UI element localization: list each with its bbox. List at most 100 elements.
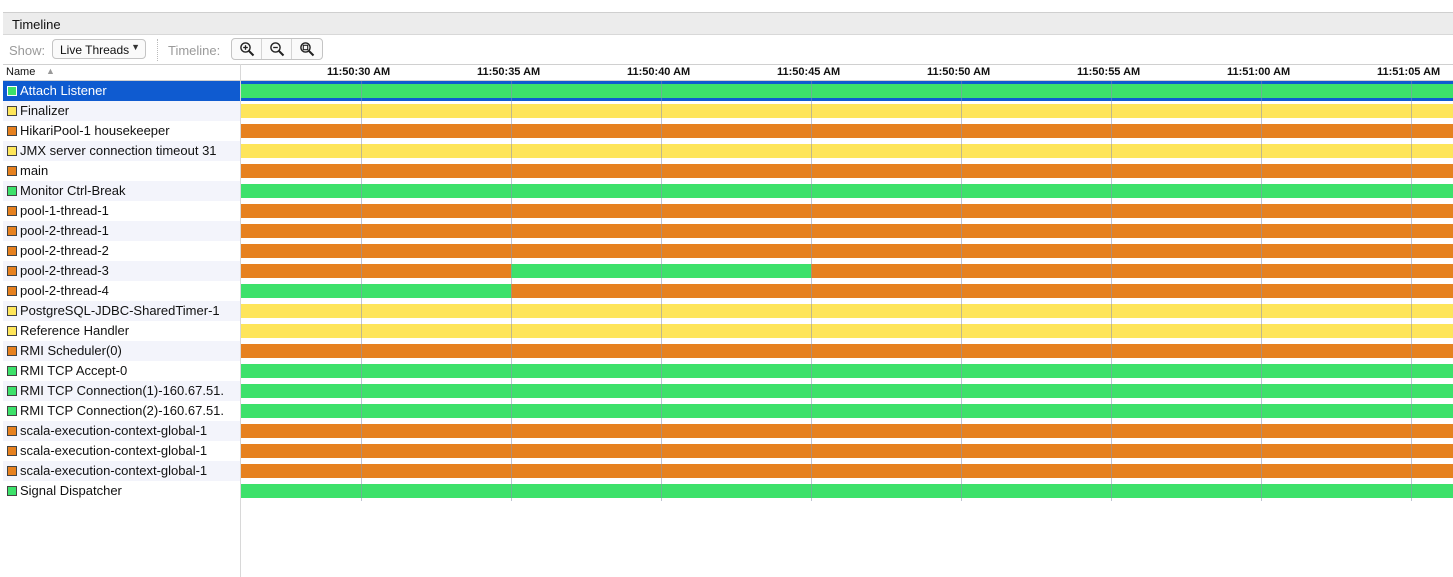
thread-name: pool-2-thread-1 xyxy=(20,223,109,238)
thread-name-cell[interactable]: PostgreSQL-JDBC-SharedTimer-1 xyxy=(3,301,240,321)
time-tick-label: 11:50:45 AM xyxy=(777,66,841,78)
thread-row[interactable]: HikariPool-1 housekeeper xyxy=(3,121,1453,141)
thread-row[interactable]: pool-2-thread-1 xyxy=(3,221,1453,241)
zoom-in-icon xyxy=(239,42,254,57)
time-tick-label: 11:51:00 AM xyxy=(1227,66,1291,78)
thread-state-swatch xyxy=(7,226,17,236)
thread-state-bar xyxy=(241,444,1453,458)
thread-state-bar xyxy=(241,424,1453,438)
thread-name: pool-2-thread-3 xyxy=(20,263,109,278)
column-divider[interactable] xyxy=(240,64,241,577)
table-header: Name ▲ 11:50:30 AM 11:50:35 AM 11:50:40 AM… xyxy=(3,64,1453,81)
thread-row[interactable]: JMX server connection timeout 31 xyxy=(3,141,1453,161)
thread-state-swatch xyxy=(7,286,17,296)
thread-name-cell[interactable]: pool-2-thread-2 xyxy=(3,241,240,261)
zoom-fit-button[interactable] xyxy=(292,39,322,59)
show-threads-dropdown[interactable]: Live Threads ▼ xyxy=(52,39,146,59)
thread-state-bar xyxy=(241,144,1453,158)
thread-row[interactable]: scala-execution-context-global-1 xyxy=(3,421,1453,441)
thread-name-cell[interactable]: Monitor Ctrl-Break xyxy=(3,181,240,201)
thread-name-cell[interactable]: JMX server connection timeout 31 xyxy=(3,141,240,161)
thread-name: main xyxy=(20,163,49,178)
thread-row[interactable]: Attach Listener xyxy=(3,81,1453,101)
thread-state-bar xyxy=(241,244,1453,258)
thread-timeline xyxy=(241,161,1453,181)
name-column-header[interactable]: Name ▲ xyxy=(3,65,241,80)
thread-name: RMI Scheduler(0) xyxy=(20,343,122,358)
thread-name: Reference Handler xyxy=(20,323,130,338)
thread-timeline xyxy=(241,321,1453,341)
zoom-in-button[interactable] xyxy=(232,39,262,59)
thread-state-swatch xyxy=(7,146,17,156)
toolbar: Show: Live Threads ▼ Timeline: xyxy=(3,36,1453,64)
thread-state-swatch xyxy=(7,206,17,216)
thread-state-swatch xyxy=(7,366,17,376)
thread-row[interactable]: pool-2-thread-3 xyxy=(3,261,1453,281)
thread-state-bar xyxy=(241,104,1453,118)
thread-state-bar xyxy=(241,124,1453,138)
thread-state-swatch xyxy=(7,326,17,336)
thread-name-cell[interactable]: main xyxy=(3,161,240,181)
thread-row[interactable]: pool-2-thread-2 xyxy=(3,241,1453,261)
thread-name-cell[interactable]: Signal Dispatcher xyxy=(3,481,240,501)
thread-name-cell[interactable]: Reference Handler xyxy=(3,321,240,341)
thread-name-cell[interactable]: Attach Listener xyxy=(3,81,240,101)
thread-state-bar xyxy=(241,404,1453,418)
time-tick-label: 11:50:40 AM xyxy=(627,66,691,78)
thread-row[interactable]: main xyxy=(3,161,1453,181)
zoom-fit-icon xyxy=(300,42,315,57)
thread-row[interactable]: RMI Scheduler(0) xyxy=(3,341,1453,361)
thread-name: HikariPool-1 housekeeper xyxy=(20,123,170,138)
thread-row[interactable]: RMI TCP Accept-0 xyxy=(3,361,1453,381)
thread-state-swatch xyxy=(7,86,17,96)
thread-row[interactable]: scala-execution-context-global-1 xyxy=(3,441,1453,461)
thread-row[interactable]: scala-execution-context-global-1 xyxy=(3,461,1453,481)
thread-name-cell[interactable]: scala-execution-context-global-1 xyxy=(3,461,240,481)
thread-row[interactable]: PostgreSQL-JDBC-SharedTimer-1 xyxy=(3,301,1453,321)
time-tick-label: 11:50:35 AM xyxy=(477,66,541,78)
thread-name: RMI TCP Connection(1)-160.67.51. xyxy=(20,383,225,398)
thread-row[interactable]: RMI TCP Connection(2)-160.67.51. xyxy=(3,401,1453,421)
thread-name-cell[interactable]: scala-execution-context-global-1 xyxy=(3,421,240,441)
thread-timeline xyxy=(241,361,1453,381)
thread-timeline xyxy=(241,181,1453,201)
thread-name: pool-2-thread-2 xyxy=(20,243,109,258)
thread-name-cell[interactable]: scala-execution-context-global-1 xyxy=(3,441,240,461)
thread-state-swatch xyxy=(7,486,17,496)
thread-name: Monitor Ctrl-Break xyxy=(20,183,126,198)
thread-name-cell[interactable]: RMI Scheduler(0) xyxy=(3,341,240,361)
thread-state-swatch xyxy=(7,266,17,276)
thread-state-swatch xyxy=(7,166,17,176)
thread-state-bar xyxy=(241,364,1453,378)
thread-name-cell[interactable]: pool-2-thread-4 xyxy=(3,281,240,301)
thread-row[interactable]: Monitor Ctrl-Break xyxy=(3,181,1453,201)
thread-name-cell[interactable]: RMI TCP Accept-0 xyxy=(3,361,240,381)
thread-name: scala-execution-context-global-1 xyxy=(20,463,208,478)
thread-timeline xyxy=(241,461,1453,481)
thread-state-swatch xyxy=(7,306,17,316)
zoom-controls xyxy=(231,38,323,60)
thread-name-cell[interactable]: RMI TCP Connection(1)-160.67.51. xyxy=(3,381,240,401)
thread-row[interactable]: pool-1-thread-1 xyxy=(3,201,1453,221)
thread-timeline xyxy=(241,221,1453,241)
thread-name-cell[interactable]: pool-1-thread-1 xyxy=(3,201,240,221)
thread-timeline xyxy=(241,381,1453,401)
thread-state-bar xyxy=(241,264,511,278)
thread-name-cell[interactable]: RMI TCP Connection(2)-160.67.51. xyxy=(3,401,240,421)
time-tick-label: 11:50:30 AM xyxy=(327,66,391,78)
zoom-out-button[interactable] xyxy=(262,39,292,59)
timeline-tab[interactable]: Timeline xyxy=(3,12,1453,35)
thread-row[interactable]: Signal Dispatcher xyxy=(3,481,1453,501)
thread-name-cell[interactable]: pool-2-thread-3 xyxy=(3,261,240,281)
thread-name-cell[interactable]: pool-2-thread-1 xyxy=(3,221,240,241)
thread-name-cell[interactable]: Finalizer xyxy=(3,101,240,121)
time-tick-label: 11:51:05 AM xyxy=(1377,66,1441,78)
thread-state-bar xyxy=(241,184,1453,198)
thread-row[interactable]: Reference Handler xyxy=(3,321,1453,341)
thread-row[interactable]: RMI TCP Connection(1)-160.67.51. xyxy=(3,381,1453,401)
thread-timeline xyxy=(241,401,1453,421)
thread-row[interactable]: Finalizer xyxy=(3,101,1453,121)
thread-timeline xyxy=(241,101,1453,121)
thread-name-cell[interactable]: HikariPool-1 housekeeper xyxy=(3,121,240,141)
thread-row[interactable]: pool-2-thread-4 xyxy=(3,281,1453,301)
